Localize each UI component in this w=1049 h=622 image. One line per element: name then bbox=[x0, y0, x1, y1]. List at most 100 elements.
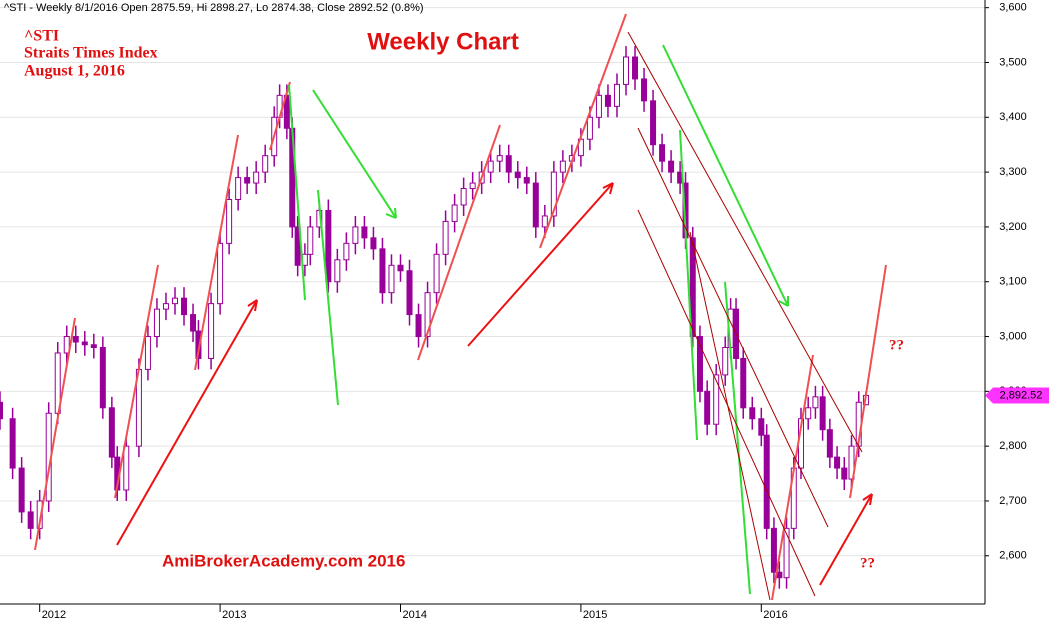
candle-body bbox=[108, 407, 115, 458]
x-tick-label: 2013 bbox=[222, 609, 246, 621]
candle-body bbox=[749, 407, 756, 420]
candle-body bbox=[307, 226, 314, 255]
candle-body bbox=[632, 56, 639, 80]
candle-body bbox=[262, 155, 269, 173]
candle-body bbox=[433, 253, 440, 294]
channel-lines bbox=[627, 31, 863, 601]
candle-body bbox=[763, 434, 770, 529]
candle-body bbox=[487, 160, 494, 173]
candle-body bbox=[740, 357, 747, 409]
candle-body bbox=[689, 237, 696, 338]
candle-body bbox=[123, 445, 130, 491]
index-name: Straits Times Index bbox=[24, 45, 158, 62]
annotation: ?? bbox=[889, 337, 904, 353]
candle-body bbox=[195, 330, 202, 359]
candle-body bbox=[805, 407, 812, 420]
candle-body bbox=[451, 204, 458, 222]
candle-body bbox=[641, 78, 648, 102]
candle-body bbox=[334, 259, 341, 283]
candle-body bbox=[659, 144, 666, 162]
candle-body bbox=[622, 56, 629, 85]
candle-body bbox=[81, 341, 88, 346]
candle-body bbox=[397, 264, 404, 272]
candle-body bbox=[460, 188, 467, 206]
candle-body bbox=[343, 242, 350, 261]
candle-body bbox=[541, 215, 548, 228]
candle-body bbox=[162, 303, 169, 310]
trend-lines bbox=[34, 13, 887, 601]
candle-body bbox=[325, 209, 332, 283]
candle-body bbox=[253, 171, 260, 184]
watermark: AmiBrokerAcademy.com 2016 bbox=[162, 551, 405, 570]
candle-body bbox=[505, 155, 512, 173]
y-tick-label: 3,000 bbox=[999, 330, 1027, 342]
candle-body bbox=[713, 374, 720, 425]
candle-body bbox=[181, 297, 188, 316]
candle-body bbox=[18, 467, 25, 513]
candle-body bbox=[514, 171, 521, 179]
axis-layer: 2,6002,7002,8002,9003,0003,1003,2003,300… bbox=[39, 2, 1049, 621]
date: August 1, 2016 bbox=[24, 63, 125, 80]
candle-body bbox=[841, 467, 848, 480]
candle-body bbox=[217, 242, 224, 305]
candle-body bbox=[72, 336, 79, 343]
candle-body bbox=[812, 396, 819, 409]
x-tick-label: 2015 bbox=[583, 609, 607, 621]
candle-body bbox=[370, 237, 377, 250]
candle-body bbox=[834, 456, 841, 469]
candle-body bbox=[783, 527, 790, 579]
y-tick-label: 2,800 bbox=[999, 440, 1027, 452]
candle-body bbox=[776, 571, 783, 579]
candle-body bbox=[668, 160, 675, 173]
candle-body bbox=[63, 336, 70, 354]
candle-body bbox=[0, 401, 3, 420]
candle-body bbox=[650, 100, 657, 146]
candle-body bbox=[190, 314, 197, 332]
symbol: ^STI bbox=[24, 28, 59, 45]
candle-body bbox=[532, 182, 539, 228]
price-tag-label: 2,892.52 bbox=[1000, 389, 1043, 401]
candle-body bbox=[496, 155, 503, 162]
candle-body bbox=[826, 429, 833, 458]
y-tick-label: 2,700 bbox=[999, 495, 1027, 507]
candle-body bbox=[442, 220, 449, 255]
x-tick-label: 2012 bbox=[42, 609, 66, 621]
y-tick-label: 3,600 bbox=[999, 2, 1027, 14]
candle-body bbox=[235, 177, 242, 201]
candle-body bbox=[27, 511, 34, 529]
candle-body bbox=[352, 226, 359, 244]
candle-body bbox=[704, 390, 711, 425]
candle-body bbox=[361, 226, 368, 239]
candle-body bbox=[208, 303, 215, 359]
candle-body bbox=[758, 418, 765, 436]
y-tick-label: 3,200 bbox=[999, 221, 1027, 233]
candle-body bbox=[99, 346, 106, 409]
y-tick-label: 3,400 bbox=[999, 111, 1027, 123]
candle-body bbox=[722, 346, 729, 376]
candle-body bbox=[424, 292, 431, 338]
y-tick-label: 3,100 bbox=[999, 276, 1027, 288]
candle-body bbox=[604, 94, 611, 107]
candle-body bbox=[415, 314, 422, 338]
y-tick-label: 3,500 bbox=[999, 56, 1027, 68]
candle-body bbox=[770, 527, 777, 573]
header: ^STI - Weekly 8/1/2016 Open 2875.59, Hi … bbox=[4, 2, 424, 14]
candle-body bbox=[586, 116, 593, 140]
candle-body bbox=[379, 248, 386, 294]
candle-body bbox=[819, 396, 826, 431]
candle-body bbox=[388, 264, 395, 294]
arrows bbox=[116, 182, 873, 586]
green-lines bbox=[288, 44, 789, 595]
candle-body bbox=[613, 83, 620, 107]
candle-body bbox=[550, 171, 557, 217]
candle-body bbox=[848, 445, 855, 480]
candle-body bbox=[406, 270, 413, 316]
candle-body bbox=[171, 297, 178, 305]
candle-body bbox=[559, 160, 566, 173]
candle-body bbox=[244, 177, 251, 184]
candle-body bbox=[90, 344, 97, 348]
price-tag bbox=[985, 387, 1049, 404]
candle-body bbox=[595, 94, 602, 118]
candle-body bbox=[226, 199, 233, 244]
